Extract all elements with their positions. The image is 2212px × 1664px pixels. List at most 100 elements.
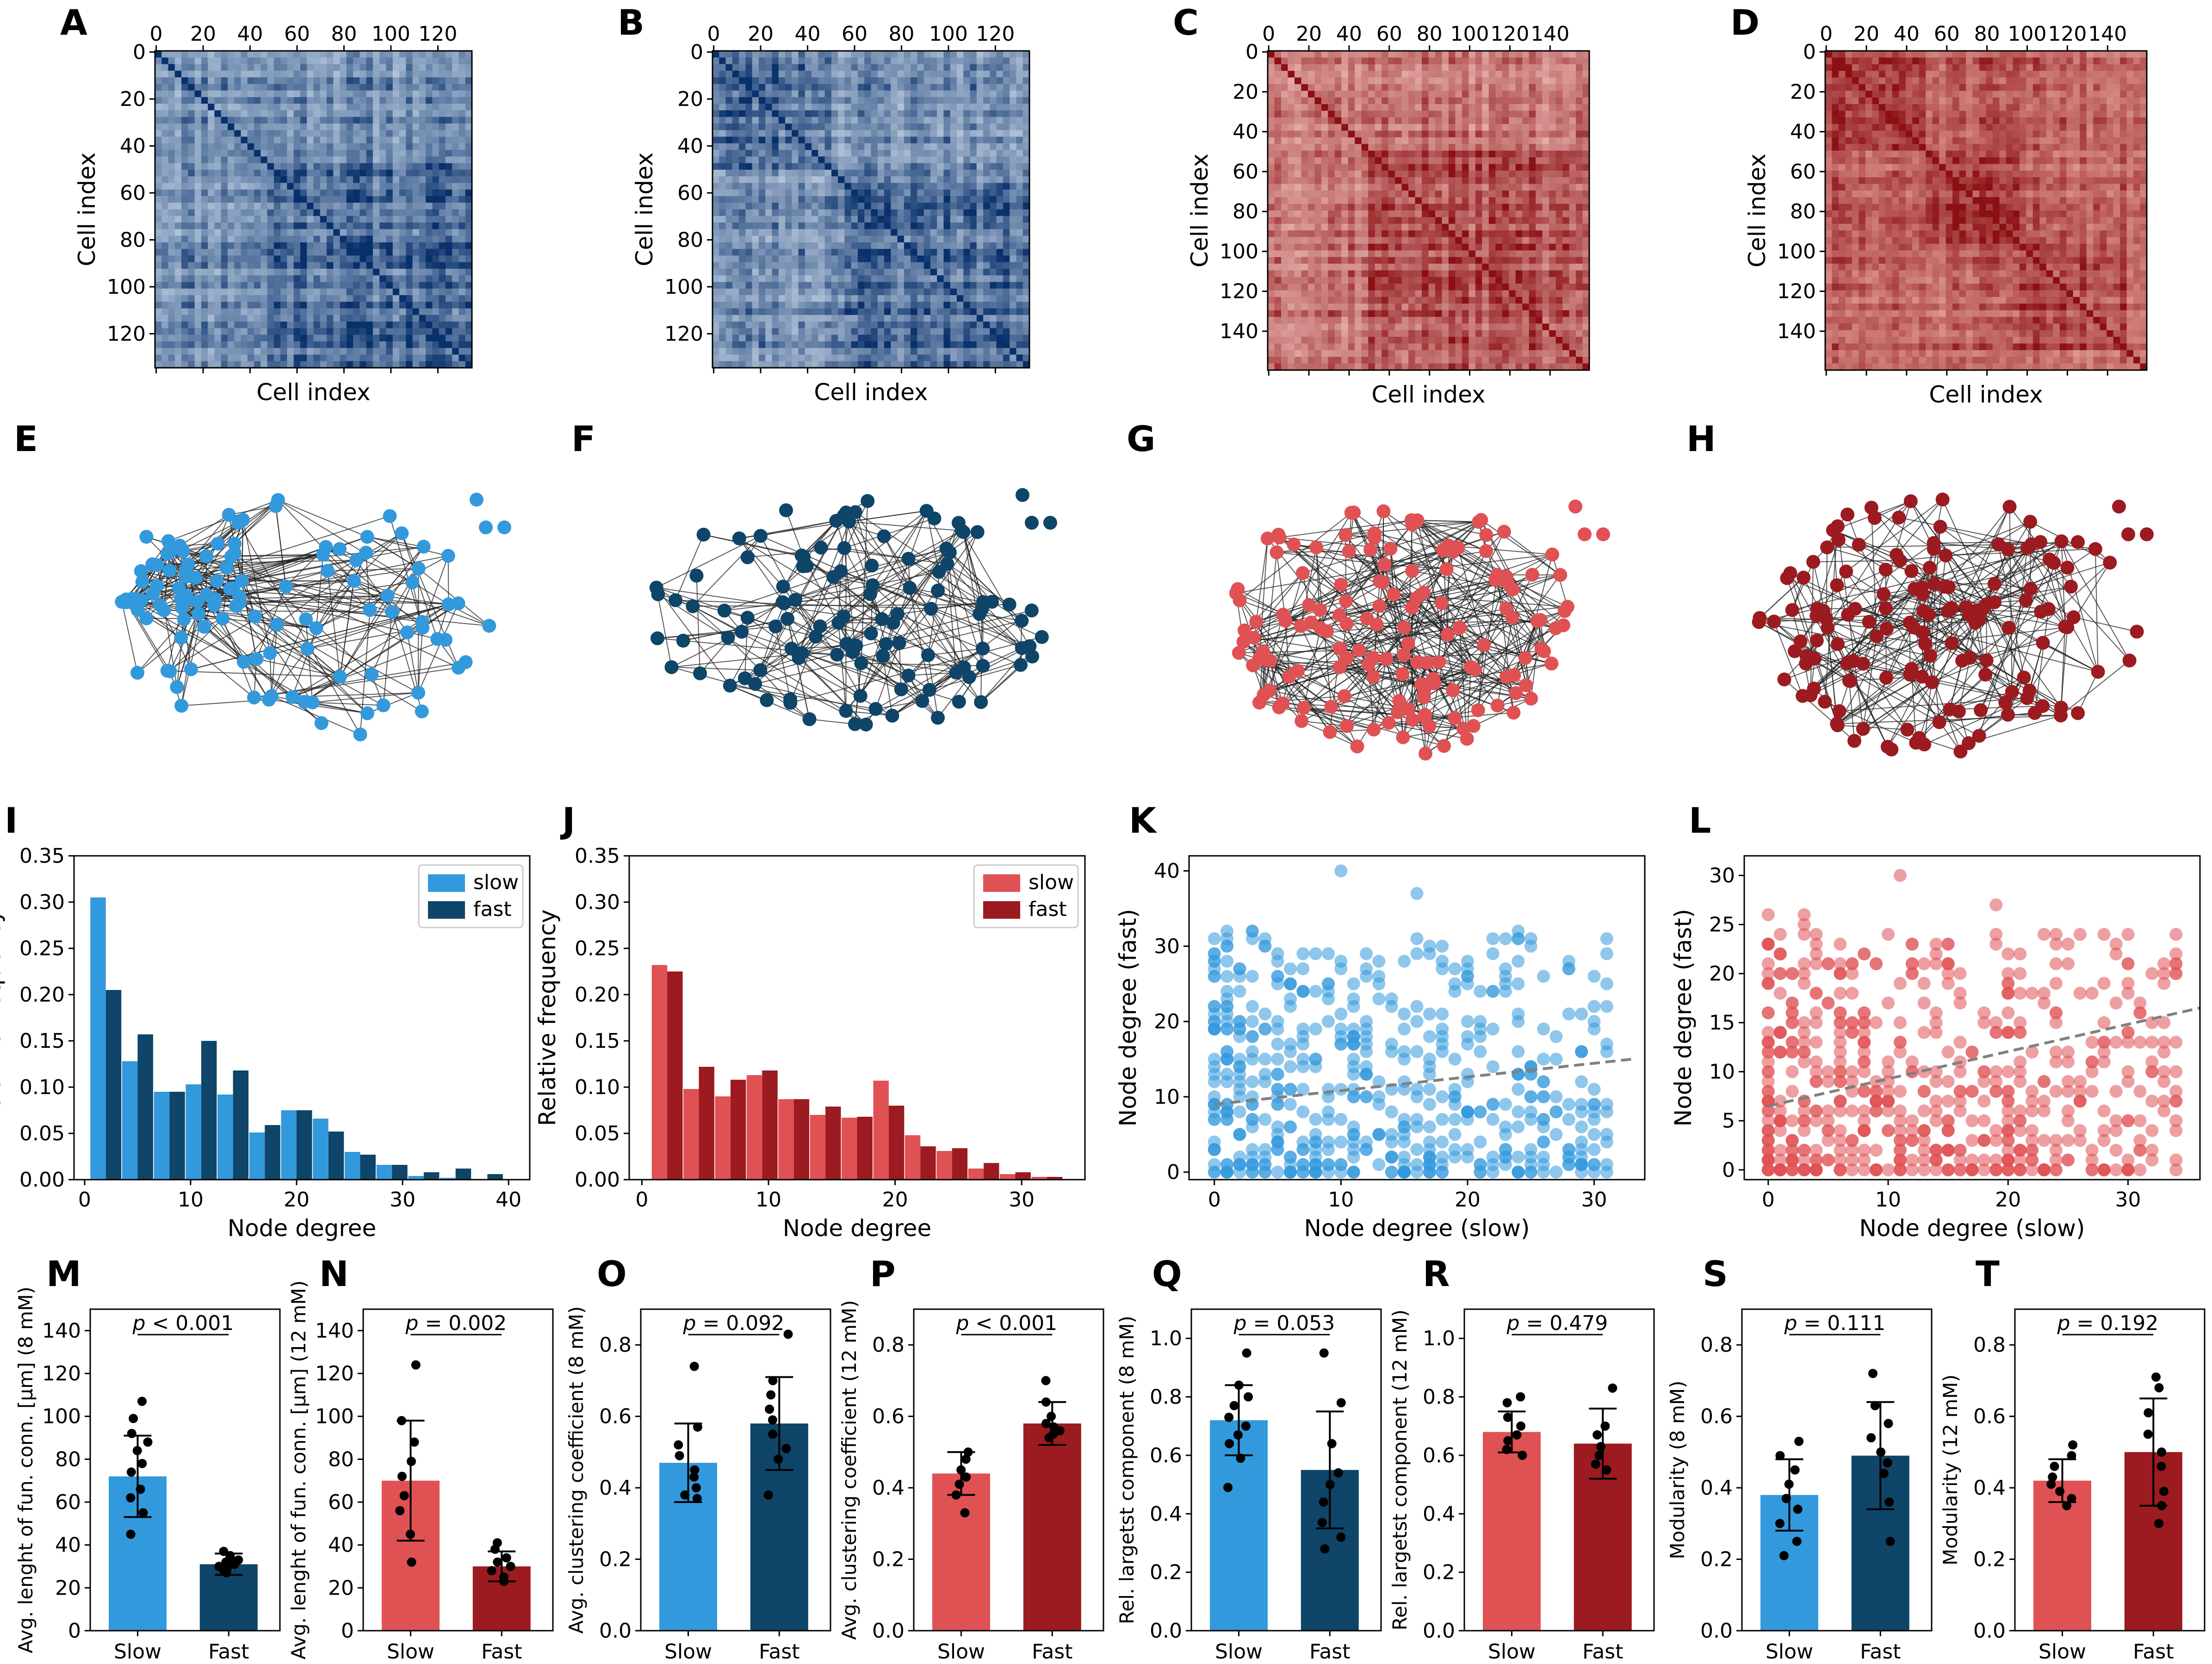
heatmap-cell xyxy=(1495,71,1503,78)
heatmap-cell xyxy=(221,136,228,144)
heatmap-cell xyxy=(785,235,792,243)
heatmap-cell xyxy=(307,322,314,328)
heatmap-cell xyxy=(194,315,202,322)
heatmap-cell xyxy=(346,57,353,65)
heatmap-cell xyxy=(452,255,459,263)
heatmap-cell xyxy=(1368,84,1376,91)
heatmap-cell xyxy=(340,169,347,177)
heatmap-cell xyxy=(1569,64,1576,71)
heatmap-cell xyxy=(194,302,202,309)
heatmap-cell xyxy=(871,341,878,348)
heatmap-cell xyxy=(785,136,792,144)
heatmap-cell xyxy=(293,176,301,183)
heatmap-cell xyxy=(228,117,235,124)
heatmap-cell xyxy=(719,156,726,164)
heatmap-cell xyxy=(884,124,891,130)
heatmap-cell xyxy=(340,249,347,256)
heatmap-cell xyxy=(320,196,327,203)
heatmap-cell xyxy=(241,163,248,170)
heatmap-cell xyxy=(214,124,222,130)
heatmap-cell xyxy=(267,315,274,322)
heatmap-cell xyxy=(963,196,971,203)
heatmap-cell xyxy=(426,64,433,71)
heatmap-cell xyxy=(459,209,466,217)
heatmap-cell xyxy=(713,136,719,144)
heatmap-cell xyxy=(406,275,413,283)
heatmap-cell xyxy=(963,163,971,170)
heatmap-cell xyxy=(366,51,373,58)
heatmap-cell xyxy=(812,51,818,58)
heatmap-cell xyxy=(864,70,872,78)
heatmap-cell xyxy=(732,242,739,249)
heatmap-cell xyxy=(241,242,248,249)
heatmap-cell xyxy=(228,216,235,223)
heatmap-cell xyxy=(864,84,872,91)
heatmap-cell xyxy=(897,156,905,164)
heatmap-cell xyxy=(798,255,805,263)
heatmap-cell xyxy=(923,275,931,283)
heatmap-cell xyxy=(426,255,433,263)
heatmap-cell xyxy=(327,354,334,362)
heatmap-cell xyxy=(379,90,387,98)
heatmap-cell xyxy=(877,308,885,315)
heatmap-cell xyxy=(805,70,812,78)
heatmap-cell xyxy=(155,150,162,157)
heatmap-cell xyxy=(917,288,924,296)
heatmap-cell xyxy=(419,136,426,144)
heatmap-cell xyxy=(234,302,242,309)
heatmap-cell xyxy=(234,176,242,183)
heatmap-cell xyxy=(943,354,951,362)
heatmap-cell xyxy=(439,176,446,183)
heatmap-cell xyxy=(923,361,931,368)
heatmap-cell xyxy=(864,136,872,144)
x-tick-label: 80 xyxy=(888,22,914,46)
heatmap-cell xyxy=(327,203,334,210)
heatmap-cell xyxy=(340,130,347,137)
heatmap-cell xyxy=(838,169,845,177)
heatmap-cell xyxy=(188,143,195,150)
heatmap-cell xyxy=(752,282,759,289)
heatmap-cell xyxy=(214,288,222,296)
heatmap-cell xyxy=(406,328,413,335)
heatmap-cell xyxy=(234,315,242,322)
heatmap-cell xyxy=(778,302,786,309)
heatmap-cell xyxy=(858,203,865,210)
heatmap-cell xyxy=(1016,189,1023,197)
heatmap-cell xyxy=(293,130,301,137)
heatmap-cell xyxy=(346,334,353,342)
heatmap-cell xyxy=(181,229,188,236)
heatmap-cell xyxy=(719,51,726,58)
heatmap-cell xyxy=(208,97,215,104)
heatmap-cell xyxy=(168,117,175,124)
heatmap-cell xyxy=(752,249,759,256)
heatmap-cell xyxy=(465,176,472,183)
heatmap-cell xyxy=(372,163,380,170)
heatmap-cell xyxy=(228,255,235,263)
heatmap-cell xyxy=(1010,51,1017,58)
heatmap-cell xyxy=(432,328,440,335)
heatmap-cell xyxy=(406,183,413,190)
heatmap-cell xyxy=(280,203,287,210)
heatmap-cell xyxy=(970,361,977,368)
heatmap-cell xyxy=(838,57,845,65)
heatmap-cell xyxy=(426,322,433,328)
heatmap-cell xyxy=(838,77,845,84)
heatmap-cell xyxy=(970,255,977,263)
heatmap-cell xyxy=(778,322,786,328)
heatmap-cell xyxy=(996,143,1004,150)
heatmap-cell xyxy=(340,268,347,276)
heatmap-cell xyxy=(976,97,984,104)
heatmap-cell xyxy=(406,341,413,348)
heatmap-cell xyxy=(201,51,208,58)
heatmap-cell xyxy=(340,189,347,197)
heatmap-cell xyxy=(399,90,406,98)
heatmap-cell xyxy=(937,354,944,362)
heatmap-cell xyxy=(412,104,420,111)
heatmap-cell xyxy=(1355,51,1362,58)
heatmap-cell xyxy=(957,354,964,362)
heatmap-cell xyxy=(877,235,885,243)
heatmap-cell xyxy=(897,189,905,197)
heatmap-cell xyxy=(824,216,832,223)
heatmap-cell xyxy=(465,203,472,210)
heatmap-cell xyxy=(399,124,406,130)
